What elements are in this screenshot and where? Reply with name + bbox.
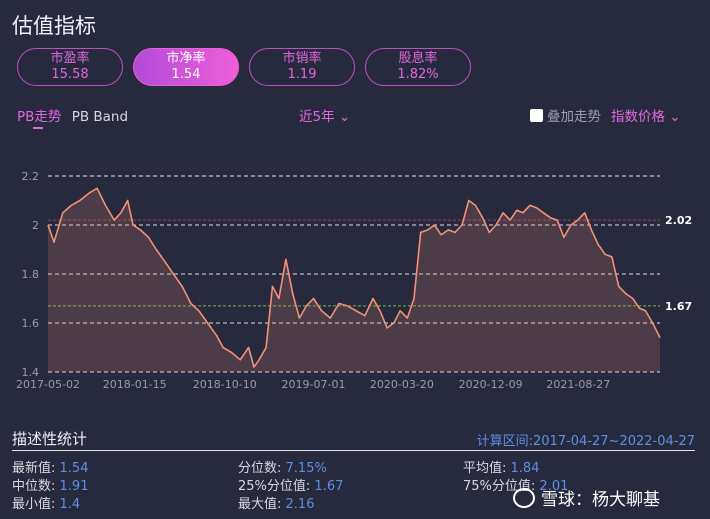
metric-label: 股息率 bbox=[398, 51, 438, 66]
x-tick-label: 2018-10-10 bbox=[193, 378, 257, 391]
stat-label: 最小值: bbox=[12, 497, 56, 512]
stat-label: 最新值: bbox=[12, 461, 56, 476]
metric-value: 1.19 bbox=[287, 67, 317, 82]
chevron-down-icon: ⌄ bbox=[669, 109, 681, 125]
tab-pb-trend[interactable]: PB走势 bbox=[17, 109, 62, 125]
stat-label: 最大值: bbox=[238, 497, 282, 512]
metric-label: 市盈率 bbox=[50, 51, 90, 66]
stat-mean: 平均值: 1.84 bbox=[463, 457, 539, 476]
pb-area-fill bbox=[48, 188, 660, 372]
stat-max: 最大值: 2.16 bbox=[238, 493, 314, 512]
reference-line-label: 2.02 bbox=[665, 214, 692, 227]
metric-pe-pill[interactable]: 市盈率 15.58 bbox=[17, 48, 123, 86]
watermark-text: 雪球：杨大聊基 bbox=[541, 490, 660, 510]
index-select-label: 指数价格 bbox=[611, 109, 665, 125]
stat-p25: 25%分位值: 1.67 bbox=[238, 475, 343, 494]
x-tick-label: 2019-07-01 bbox=[282, 378, 346, 391]
index-price-select[interactable]: 指数价格 ⌄ bbox=[611, 105, 681, 125]
y-tick-label: 2 bbox=[32, 219, 39, 232]
snowball-logo-icon bbox=[513, 487, 535, 508]
tab-pb-band[interactable]: PB Band bbox=[71, 109, 129, 125]
stat-value: 1.84 bbox=[510, 461, 540, 476]
watermark: 雪球：杨大聊基 bbox=[513, 485, 660, 510]
stat-label: 25%分位值: bbox=[238, 479, 311, 494]
stat-value: 1.4 bbox=[59, 497, 81, 512]
overlay-label: 叠加走势 bbox=[547, 109, 601, 125]
range-select[interactable]: 近5年 ⌄ bbox=[299, 105, 350, 125]
metric-value: 1.54 bbox=[171, 67, 201, 82]
stat-percentile: 分位数: 7.15% bbox=[238, 457, 327, 476]
page-title: 估值指标 bbox=[12, 14, 96, 38]
metric-pb-pill[interactable]: 市净率 1.54 bbox=[133, 48, 239, 86]
x-tick-label: 2017-05-02 bbox=[16, 378, 80, 391]
stat-label: 中位数: bbox=[12, 479, 56, 494]
stat-median: 中位数: 1.91 bbox=[12, 475, 88, 494]
stat-value: 2.16 bbox=[285, 497, 315, 512]
chevron-down-icon: ⌄ bbox=[338, 109, 351, 125]
y-tick-label: 2.2 bbox=[22, 170, 40, 183]
x-tick-label: 2020-03-20 bbox=[370, 378, 434, 391]
overlay-checkbox[interactable] bbox=[530, 108, 543, 122]
chart-tabs: PB走势 PB Band bbox=[17, 105, 134, 129]
stat-value: 2.01 bbox=[539, 479, 569, 494]
reference-line-label: 1.67 bbox=[665, 300, 692, 313]
stat-label: 分位数: bbox=[238, 461, 282, 476]
stat-value: 1.54 bbox=[59, 461, 89, 476]
calc-range: 计算区间:2017-04-27~2022-04-27 bbox=[476, 434, 695, 449]
x-tick-label: 2018-01-15 bbox=[103, 378, 167, 391]
metric-pills: 市盈率 15.58 市净率 1.54 市销率 1.19 股息率 1.82% bbox=[17, 48, 471, 86]
stat-min: 最小值: 1.4 bbox=[12, 493, 80, 512]
metric-label: 市销率 bbox=[282, 51, 322, 66]
metric-dividend-pill[interactable]: 股息率 1.82% bbox=[365, 48, 471, 86]
x-tick-label: 2020-12-09 bbox=[459, 378, 523, 391]
stats-title: 描述性统计 bbox=[12, 430, 88, 448]
stats-divider bbox=[12, 450, 695, 451]
stat-label: 平均值: bbox=[463, 461, 507, 476]
metric-ps-pill[interactable]: 市销率 1.19 bbox=[249, 48, 355, 86]
overlay-controls: 叠加走势 指数价格 ⌄ bbox=[530, 105, 681, 125]
metric-label: 市净率 bbox=[166, 51, 206, 66]
y-tick-label: 1.6 bbox=[22, 317, 40, 330]
stat-value: 7.15% bbox=[285, 461, 327, 476]
stat-value: 1.67 bbox=[314, 479, 344, 494]
active-tab-indicator bbox=[33, 127, 43, 129]
range-select-label: 近5年 bbox=[299, 109, 335, 125]
metric-value: 1.82% bbox=[397, 67, 439, 82]
x-tick-label: 2021-08-27 bbox=[546, 378, 610, 391]
y-tick-label: 1.4 bbox=[22, 366, 40, 379]
stat-latest: 最新值: 1.54 bbox=[12, 457, 88, 476]
metric-value: 15.58 bbox=[51, 67, 89, 82]
y-tick-label: 1.8 bbox=[22, 268, 40, 281]
pb-line-series bbox=[47, 187, 661, 368]
stat-value: 1.91 bbox=[59, 479, 89, 494]
